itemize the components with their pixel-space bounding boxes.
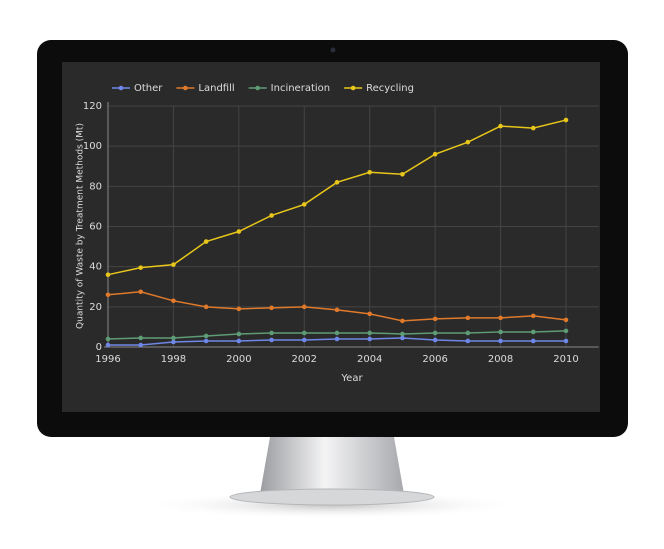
point <box>236 338 242 344</box>
x-tick-label: 2002 <box>292 354 317 365</box>
point <box>498 123 503 129</box>
point <box>400 318 405 324</box>
x-tick-label: 2010 <box>553 354 578 365</box>
point <box>498 315 503 321</box>
point <box>334 307 340 313</box>
point <box>563 328 569 334</box>
x-tick-label: 1998 <box>161 354 186 365</box>
point <box>301 304 307 310</box>
point <box>432 151 438 157</box>
y-axis-title: Quantity of Waste by Treatment Methods (… <box>76 123 86 329</box>
point <box>138 265 144 270</box>
point <box>563 117 569 123</box>
y-tick-label: 40 <box>89 262 102 273</box>
point <box>400 331 405 337</box>
camera <box>330 47 336 53</box>
legend-item: Incineration <box>248 83 330 94</box>
point <box>563 317 569 323</box>
y-tick-label: 80 <box>89 181 102 192</box>
point <box>105 272 111 278</box>
point <box>203 304 209 310</box>
point <box>432 330 438 336</box>
stand-base <box>229 488 435 506</box>
screen <box>62 62 600 412</box>
x-tick-label: 2006 <box>422 354 447 365</box>
point <box>269 305 274 311</box>
point <box>171 339 176 345</box>
point <box>367 169 373 175</box>
point <box>105 342 111 348</box>
point <box>203 333 209 339</box>
legend-label: Landfill <box>198 83 234 94</box>
y-tick-label: 60 <box>89 222 102 233</box>
point <box>530 338 536 344</box>
point <box>171 262 176 267</box>
point <box>334 330 340 336</box>
point <box>301 202 307 207</box>
legend-label: Incineration <box>271 83 330 94</box>
point <box>269 330 274 336</box>
point <box>105 292 111 298</box>
point <box>171 298 176 304</box>
y-tick-label: 120 <box>83 101 102 112</box>
legend-marker <box>183 85 188 91</box>
point <box>236 306 242 312</box>
legend-marker <box>255 85 260 91</box>
point <box>269 213 274 218</box>
x-tick-label: 1996 <box>95 354 120 365</box>
point <box>105 336 111 342</box>
point <box>465 139 471 145</box>
point <box>334 336 340 342</box>
point <box>367 311 373 317</box>
x-tick-label: 2008 <box>488 354 513 365</box>
legend-label: Recycling <box>366 83 414 94</box>
x-tick-label: 2004 <box>357 354 382 365</box>
point <box>498 329 503 335</box>
plot: 0 20 40 60 80 100 120 1996 1998 2000 2002 2004 2006 2… <box>83 83 599 365</box>
point <box>138 335 144 341</box>
legend-item: Landfill <box>176 83 235 94</box>
stand-neck <box>260 437 404 494</box>
point <box>171 335 176 341</box>
point <box>465 315 471 321</box>
point <box>236 229 242 234</box>
point <box>138 342 144 348</box>
point <box>465 330 471 336</box>
point <box>269 337 274 343</box>
point <box>563 338 569 344</box>
legend-item: Recycling <box>344 83 414 94</box>
point <box>301 330 307 336</box>
point <box>301 337 307 343</box>
legend-marker <box>118 85 124 91</box>
y-tick-label: 20 <box>89 302 102 313</box>
y-tick-label: 100 <box>83 141 102 152</box>
y-tick-label: 0 <box>96 342 102 353</box>
point <box>334 180 340 185</box>
point <box>236 331 242 337</box>
point <box>432 337 438 343</box>
legend-marker <box>350 85 356 91</box>
point <box>530 329 536 335</box>
point <box>367 330 373 336</box>
point <box>432 316 438 322</box>
x-axis-title: Year <box>340 373 363 384</box>
legend-label: Other <box>134 83 163 94</box>
point <box>400 335 405 341</box>
legend-item: Other <box>112 83 163 94</box>
point <box>367 336 373 342</box>
point <box>465 338 471 344</box>
point <box>203 239 209 244</box>
point <box>400 171 405 177</box>
point <box>498 338 503 344</box>
point <box>203 338 209 344</box>
point <box>138 289 144 295</box>
x-tick-label: 2000 <box>226 354 251 365</box>
point <box>530 313 536 319</box>
point <box>530 125 536 131</box>
